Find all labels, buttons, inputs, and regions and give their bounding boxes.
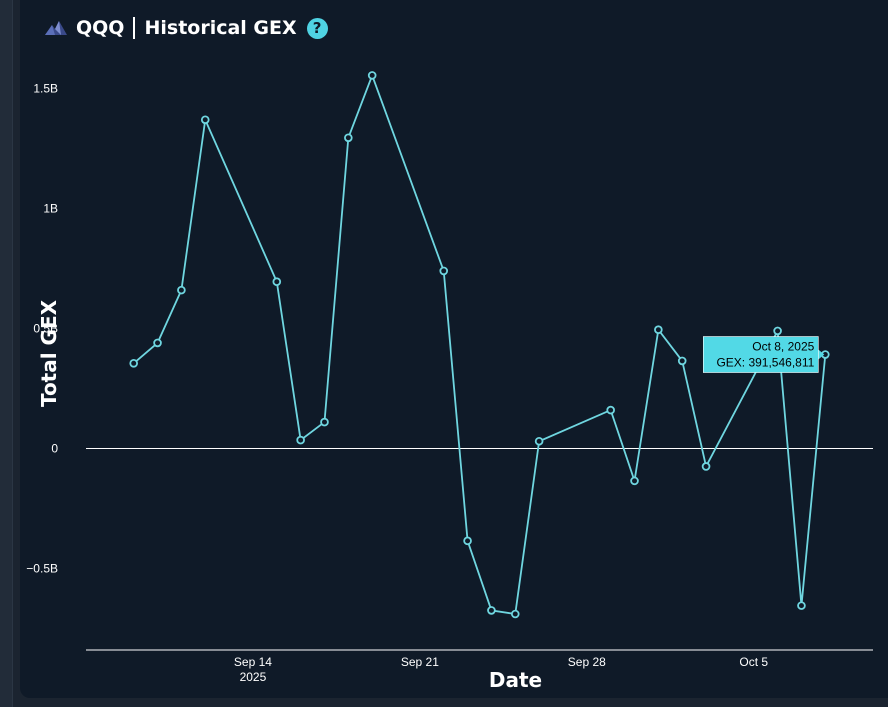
data-point[interactable]	[296, 435, 305, 445]
data-point[interactable]	[606, 405, 615, 415]
data-point[interactable]	[129, 358, 138, 368]
tooltip-value: GEX: 391,546,811	[716, 356, 814, 370]
y-tick-label: 0.5B	[33, 322, 58, 336]
series-line	[133, 72, 827, 616]
y-tick-label: −0.5B	[26, 561, 58, 575]
data-point[interactable]	[153, 338, 162, 348]
help-icon[interactable]: ?	[306, 17, 328, 39]
y-axis-title: Total GEX	[37, 299, 61, 407]
data-point[interactable]	[701, 462, 711, 471]
tooltip-date: Oct 8, 2025	[752, 340, 814, 354]
data-point[interactable]	[654, 325, 663, 335]
data-point[interactable]	[487, 606, 496, 615]
y-tick-label: 1.5B	[33, 82, 58, 96]
y-tick-label: 0	[51, 441, 58, 455]
data-point[interactable]	[510, 609, 520, 619]
data-point[interactable]	[320, 417, 329, 427]
tooltip-box	[703, 336, 819, 373]
data-point[interactable]	[797, 601, 806, 610]
tooltip-pointer	[818, 349, 825, 360]
y-tick-label: 1B	[43, 202, 58, 216]
data-point[interactable]	[773, 326, 782, 336]
header-divider	[133, 17, 136, 39]
data-points[interactable]	[129, 71, 830, 619]
data-point[interactable]	[367, 71, 377, 80]
data-point[interactable]	[177, 285, 186, 295]
chart-header: QQQ Historical GEX ?	[44, 14, 328, 42]
logo-icon	[45, 21, 67, 35]
x-tick-sublabel: 2025	[240, 670, 267, 684]
data-point[interactable]	[200, 115, 210, 125]
hover-tooltip: Oct 8, 2025 GEX: 391,546,811	[703, 336, 825, 373]
x-tick-label: Sep 14	[234, 655, 272, 669]
y-axis-ticks: −0.5B 0 0.5B 1B 1.5B	[26, 82, 58, 576]
x-tick-label: Sep 21	[401, 655, 439, 669]
data-point[interactable]	[534, 436, 544, 446]
ticker-label: QQQ	[76, 17, 125, 39]
data-point[interactable]	[272, 277, 282, 287]
data-point[interactable]	[439, 266, 449, 276]
x-tick-label: Oct 5	[739, 655, 768, 669]
data-point[interactable]	[630, 476, 639, 486]
left-sidebar-edge	[0, 0, 13, 707]
x-axis-title: Date	[489, 668, 542, 692]
page-title: Historical GEX	[144, 17, 297, 39]
data-point[interactable]	[344, 133, 353, 143]
data-point[interactable]	[463, 536, 472, 546]
x-tick-label: Sep 28	[568, 655, 606, 669]
data-point[interactable]	[677, 356, 687, 366]
